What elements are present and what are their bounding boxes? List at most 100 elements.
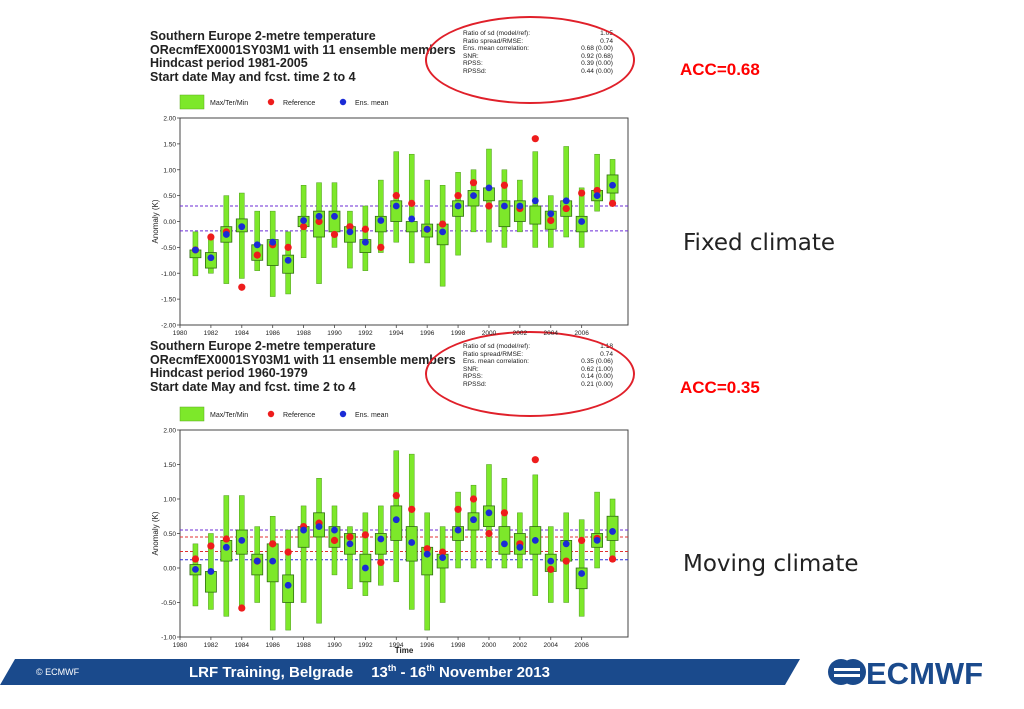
reference-point xyxy=(377,243,385,251)
x-tick-label: 1990 xyxy=(327,642,342,649)
panel1-header: Southern Europe 2-metre temperature ORec… xyxy=(150,29,456,84)
ens-mean-point xyxy=(377,217,385,224)
reference-point xyxy=(485,529,493,538)
x-tick-label: 2006 xyxy=(574,330,589,337)
legend-label: Reference xyxy=(283,100,315,107)
reference-point xyxy=(439,220,447,228)
ens-mean-point xyxy=(609,181,616,189)
legend-swatch-reference xyxy=(267,98,275,106)
footer-event: LRF Training, Belgrade xyxy=(189,664,354,681)
ens-mean-point xyxy=(284,581,292,589)
ens-mean-point xyxy=(470,192,477,200)
moving-climate-label: Moving climate xyxy=(683,551,859,577)
range-bar xyxy=(347,526,353,589)
x-tick-label: 2000 xyxy=(482,330,497,337)
acc-label-moving: ACC=0.35 xyxy=(680,378,760,397)
x-tick-label: 1988 xyxy=(296,642,311,649)
legend-swatch-ens-mean xyxy=(339,410,347,418)
x-tick-label: 1982 xyxy=(204,642,219,649)
range-bar xyxy=(501,478,508,569)
reference-point xyxy=(392,192,400,200)
x-tick-label: 1996 xyxy=(420,642,435,649)
logo-wordmark: ECMWF xyxy=(866,656,983,689)
ens-mean-point xyxy=(361,238,369,246)
legend-swatch-ens-mean xyxy=(339,98,347,106)
acc-label-fixed: ACC=0.68 xyxy=(680,60,760,79)
panel2-header-line: ORecmfEX0001SY03M1 with 11 ensemble memb… xyxy=(150,352,456,367)
x-tick-label: 1998 xyxy=(451,330,466,337)
ens-mean-point xyxy=(300,217,307,224)
x-tick-label: 2002 xyxy=(513,642,528,649)
reference-point xyxy=(578,536,586,545)
reference-point xyxy=(330,536,339,545)
x-tick-label: 1998 xyxy=(451,642,466,649)
range-bar xyxy=(239,192,245,279)
ens-mean-point xyxy=(346,228,354,236)
panel1-header-line: Start date May and fcst. time 2 to 4 xyxy=(150,69,356,84)
reference-point xyxy=(299,223,308,231)
ens-mean-point xyxy=(454,202,462,210)
reference-point xyxy=(284,548,292,556)
fixed-climate-label: Fixed climate xyxy=(683,230,836,256)
x-tick-label: 1992 xyxy=(358,330,373,337)
ecmwf-logo: ECMWF xyxy=(828,656,983,689)
ens-mean-point xyxy=(392,202,400,210)
footer-date-mid: - 16 xyxy=(396,664,427,681)
ens-mean-point xyxy=(423,225,431,233)
reference-point xyxy=(191,555,200,563)
x-tick-label: 2002 xyxy=(513,330,528,337)
range-bar xyxy=(316,478,322,624)
ens-mean-point xyxy=(361,564,369,572)
x-tick-label: 1980 xyxy=(173,642,188,649)
ens-mean-point xyxy=(578,570,586,577)
ens-mean-point xyxy=(207,568,215,575)
ens-mean-point xyxy=(593,192,601,200)
reference-point xyxy=(361,225,369,233)
footer-date-start: 13 xyxy=(371,664,388,681)
range-bar xyxy=(594,153,600,212)
ens-mean-point xyxy=(531,537,539,544)
x-tick-label: 1986 xyxy=(265,330,280,337)
ens-mean-point xyxy=(470,516,477,524)
y-tick-label: -1.50 xyxy=(161,297,176,304)
ens-mean-point xyxy=(238,223,246,231)
tercile-box xyxy=(405,221,418,233)
reference-point xyxy=(500,509,509,517)
tercile-box xyxy=(498,200,511,228)
reference-point xyxy=(346,533,354,541)
tercile-box xyxy=(529,205,542,225)
ens-mean-point xyxy=(501,202,508,210)
ens-mean-point xyxy=(269,238,277,246)
tercile-box xyxy=(282,574,295,603)
ens-mean-point xyxy=(408,539,416,546)
y-tick-label: 1.50 xyxy=(163,462,176,469)
ens-mean-point xyxy=(269,557,277,565)
tercile-box xyxy=(390,200,403,222)
reference-point xyxy=(547,565,555,573)
ens-mean-point xyxy=(516,543,524,551)
x-tick-label: 1984 xyxy=(235,330,250,337)
ens-mean-point xyxy=(222,231,230,238)
panel2-header: Southern Europe 2-metre temperature ORec… xyxy=(150,339,456,394)
y-tick-label: -2.00 xyxy=(161,323,176,330)
ens-mean-point xyxy=(222,543,230,551)
legend-label: Ens. mean xyxy=(355,100,389,107)
tercile-box xyxy=(498,526,511,555)
panel1-header-line: Hindcast period 1981-2005 xyxy=(150,56,308,70)
ens-mean-point xyxy=(284,256,292,264)
x-axis-label: Time xyxy=(395,646,414,655)
x-tick-label: 2000 xyxy=(482,642,497,649)
y-tick-label: 0.50 xyxy=(163,193,176,200)
reference-point xyxy=(531,135,539,143)
x-tick-label: 1996 xyxy=(420,330,435,337)
highlight-ellipse xyxy=(425,331,635,417)
footer-date-end: November 2013 xyxy=(434,664,550,681)
range-bar xyxy=(594,491,600,569)
range-bar xyxy=(563,146,569,238)
reference-point xyxy=(253,251,261,259)
reference-point xyxy=(346,223,354,231)
ens-mean-point xyxy=(253,241,261,249)
reference-point xyxy=(207,233,215,241)
tercile-box xyxy=(575,567,588,590)
